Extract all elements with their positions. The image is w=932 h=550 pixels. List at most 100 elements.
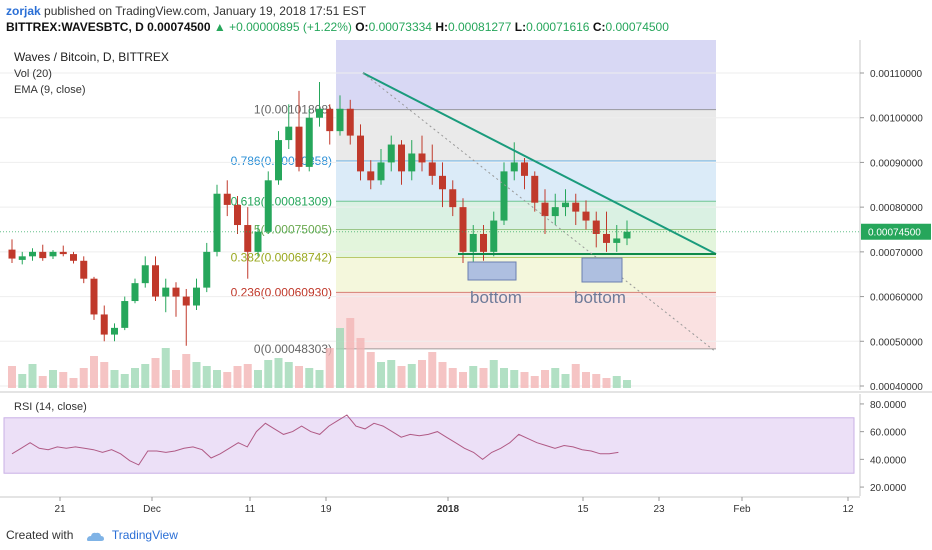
candle-body bbox=[131, 283, 139, 302]
footer: Created with TradingView bbox=[0, 522, 932, 550]
price-tick-label: 0.00060000 bbox=[870, 293, 923, 304]
fib-zone bbox=[336, 229, 716, 258]
volume-bar bbox=[479, 368, 488, 388]
tradingview-link[interactable]: TradingView bbox=[111, 528, 178, 542]
price-tick-label: 0.00070000 bbox=[870, 248, 923, 259]
legend-title: Waves / Bitcoin, D, BITTREX bbox=[14, 50, 169, 64]
volume-bar bbox=[623, 380, 631, 388]
low-label: L: bbox=[514, 20, 527, 34]
candle-body bbox=[264, 180, 272, 232]
candle-body bbox=[121, 301, 129, 328]
volume-bar bbox=[213, 370, 221, 388]
candle-body bbox=[172, 287, 180, 297]
volume-bar bbox=[541, 370, 549, 388]
open-label: O: bbox=[355, 20, 369, 34]
volume-bar bbox=[28, 364, 37, 388]
rsi-pane[interactable]: RSI (14, close) 80.0000 60.0000 40.0000 20.… bbox=[0, 394, 907, 496]
candle-body bbox=[367, 171, 375, 181]
candle-body bbox=[551, 207, 559, 217]
volume-bar bbox=[336, 328, 344, 388]
created-with-line: Created with TradingView bbox=[6, 528, 178, 542]
volume-bar bbox=[120, 374, 129, 388]
price-tick-label: 0.00100000 bbox=[870, 114, 923, 125]
volume-bar bbox=[243, 364, 252, 388]
open-value: 0.00073334 bbox=[368, 20, 432, 34]
volume-bar bbox=[69, 378, 78, 388]
candle-body bbox=[152, 265, 159, 297]
rsi-band bbox=[3, 417, 855, 474]
price-change: +0.00000895 (+1.22%) bbox=[229, 20, 352, 34]
created-with-label: Created with bbox=[6, 528, 74, 542]
volume-bar bbox=[407, 364, 416, 388]
candles bbox=[8, 81, 631, 346]
volume-bar bbox=[510, 370, 519, 388]
candle-body bbox=[603, 233, 610, 243]
fib-level-label: 0(0.00048303) bbox=[254, 342, 332, 356]
price-axis-background bbox=[860, 40, 932, 390]
fib-level-label: 0.618(0.00081309) bbox=[231, 194, 332, 208]
volume-bar bbox=[582, 372, 590, 388]
volume-bar bbox=[141, 364, 150, 388]
volume-bar bbox=[602, 378, 611, 388]
rsi-line bbox=[11, 414, 619, 466]
volume-bar bbox=[172, 370, 180, 388]
time-axis[interactable]: 21 Dec 11 19 2018 15 23 Feb 12 bbox=[0, 496, 860, 515]
candle-body bbox=[275, 140, 282, 181]
candle-body bbox=[377, 162, 385, 181]
author-link[interactable]: zorjak bbox=[6, 4, 41, 18]
price-tick-label: 0.00090000 bbox=[870, 158, 923, 169]
candle-body bbox=[469, 233, 477, 252]
trend-drawings[interactable]: bottom bottom bbox=[362, 72, 717, 353]
candle-body bbox=[223, 193, 231, 205]
volume-bar bbox=[192, 362, 201, 388]
candle-body bbox=[316, 108, 323, 118]
bottom-marker bbox=[581, 257, 623, 283]
volume-bar bbox=[100, 362, 109, 388]
fib-level-label: 0.236(0.00060930) bbox=[231, 285, 332, 299]
volume-bar bbox=[377, 362, 385, 388]
volume-bar bbox=[438, 362, 447, 388]
rsi-tick-labels: 80.0000 60.0000 40.0000 20.0000 bbox=[860, 400, 907, 494]
candle-body bbox=[305, 117, 313, 167]
main-pane[interactable]: 1(0.00101808)0.786(0.00090358)0.618(0.00… bbox=[0, 40, 860, 390]
candle-body bbox=[100, 314, 108, 335]
fib-zone-top bbox=[336, 40, 716, 110]
rsi-tick-label: 80.0000 bbox=[870, 400, 907, 411]
symbol-label: BITTREX:WAVESBTC, D bbox=[6, 20, 144, 34]
last-price: 0.00074500 bbox=[147, 20, 211, 34]
candle-body bbox=[439, 175, 446, 190]
price-tick-label: 0.00050000 bbox=[870, 337, 923, 348]
candle-body bbox=[80, 260, 88, 279]
rsi-tick-label: 40.0000 bbox=[870, 455, 907, 466]
candle-body bbox=[285, 126, 293, 141]
volume-bar bbox=[561, 374, 570, 388]
ohlc-line: BITTREX:WAVESBTC, D 0.00074500 ▲ +0.0000… bbox=[6, 20, 669, 34]
volume-bar bbox=[110, 370, 119, 388]
volume-bar bbox=[387, 360, 396, 388]
candle-body bbox=[8, 249, 16, 259]
price-tick-label: 0.00040000 bbox=[870, 382, 923, 393]
volume-bar bbox=[284, 362, 293, 388]
candle-body bbox=[490, 220, 498, 252]
time-tick-label: 11 bbox=[245, 504, 256, 515]
volume-bar bbox=[346, 318, 355, 388]
volume-bar bbox=[428, 352, 437, 388]
volume-bar bbox=[520, 372, 529, 388]
candle-body bbox=[500, 171, 508, 221]
volume-bar bbox=[202, 366, 211, 388]
time-tick-label: 23 bbox=[653, 504, 665, 515]
volume-bar bbox=[448, 368, 457, 388]
candle-body bbox=[428, 162, 436, 176]
candle-body bbox=[459, 207, 467, 252]
candle-body bbox=[70, 254, 77, 261]
volume-bar bbox=[571, 364, 580, 388]
candle-body bbox=[387, 144, 395, 163]
price-axis[interactable]: 0.00110000 0.00100000 0.00090000 0.00080000… bbox=[0, 40, 932, 393]
fib-level-label: 0.382(0.00068742) bbox=[231, 250, 332, 264]
volume-bar bbox=[59, 372, 68, 388]
candle-body bbox=[182, 296, 190, 306]
time-tick-label: 12 bbox=[842, 504, 854, 515]
volume-bar bbox=[161, 348, 170, 388]
candle-body bbox=[111, 327, 118, 335]
